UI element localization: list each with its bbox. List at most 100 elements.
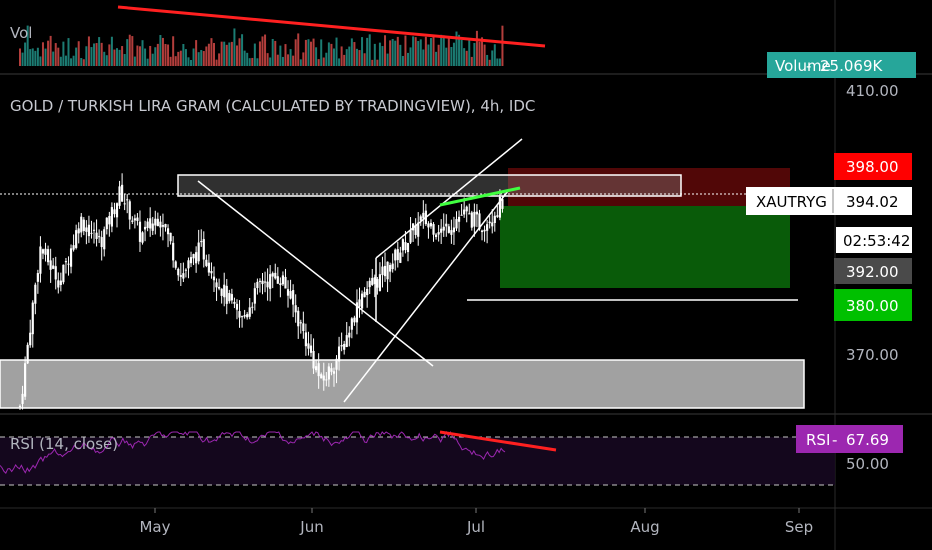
candle [57,280,60,288]
volume-bar [450,47,453,66]
candle [358,299,361,307]
volume-bar [378,42,381,66]
volume-bar [327,42,330,66]
volume-bar [325,52,328,66]
candle [401,239,404,251]
descending-trendline[interactable] [197,180,434,367]
volume-bar [21,52,24,66]
candle [488,221,491,224]
channel-lower-line[interactable] [343,190,509,403]
candle [355,302,359,323]
candle [200,241,203,243]
volume-bar [363,53,366,66]
last-price-value: 394.02 [846,193,899,211]
symbol-label: XAUTRYG [756,193,827,211]
volume-bar [141,40,144,66]
candle [486,224,489,231]
channel-upper-line[interactable] [375,138,523,259]
candle [225,285,228,304]
candle [133,218,136,221]
volume-bar [243,50,246,66]
volume-bar [299,59,302,66]
candle [172,242,175,261]
candle [406,242,410,253]
candle [240,316,244,318]
candle [64,261,68,263]
candle [67,263,70,265]
candle [108,216,111,225]
candle [473,211,476,227]
price-marker-bg [834,258,912,284]
candle [34,284,37,304]
candle [223,284,226,298]
volume-bar [442,35,445,66]
candle [271,273,274,277]
take-profit-zone[interactable] [500,206,790,288]
volume-bar [481,37,484,66]
volume-bar [445,47,448,66]
price-tick: 410.00 [846,82,899,100]
candle [238,311,241,318]
candle [414,225,417,235]
candle [286,289,290,296]
rsi-band [0,437,835,485]
volume-bar [177,51,180,66]
volume-bar [98,37,101,66]
candle [166,228,170,235]
volume-bar [501,25,504,66]
volume-bar [478,41,481,66]
candle [182,273,185,279]
candle [179,275,182,277]
candles [18,173,504,410]
candle [368,280,371,288]
volume-bar [287,54,290,66]
candle [92,229,96,231]
candle [146,221,149,228]
countdown-badge-bg [836,227,912,253]
volume-bar [103,51,106,66]
rsi-divergence-line[interactable] [439,430,557,452]
candle [131,220,134,222]
volume-bar [381,46,384,66]
volume-bar [271,38,274,66]
volume-bar [452,42,455,66]
volume-bar [108,44,111,66]
volume-bar [493,44,496,66]
candle [69,248,73,267]
candle [450,230,453,235]
volume-bar [100,42,103,66]
candle [312,350,315,369]
rsi-tick: 50.00 [846,455,889,473]
volume-bar [118,49,121,66]
volume-bar [258,41,261,66]
candle [381,266,384,276]
volume-bar [412,36,415,66]
volume-bar [483,44,486,66]
candle [432,224,435,235]
volume-bar [345,49,348,66]
volume-bar [422,49,425,66]
volume-bar [67,38,70,66]
candle [353,317,356,323]
volume-trendline[interactable] [117,5,546,48]
volume-bar [205,46,208,66]
candle [429,222,433,227]
volume-bar [348,46,351,66]
green-trendline[interactable] [439,186,521,207]
price-marker-bg [834,153,912,180]
volume-bar [228,42,231,66]
volume-bar [64,55,67,66]
symbol-price-badge-bg [746,187,912,215]
candle [149,218,152,229]
volume-bar [488,59,491,66]
support-zone[interactable] [0,359,805,409]
candle [263,281,267,283]
candle [391,263,394,270]
candle [337,346,341,362]
resistance-zone[interactable] [177,174,682,197]
volume-bar [179,50,182,66]
volume-bar [353,42,356,66]
volume-bar [174,56,177,66]
candle [335,358,338,370]
